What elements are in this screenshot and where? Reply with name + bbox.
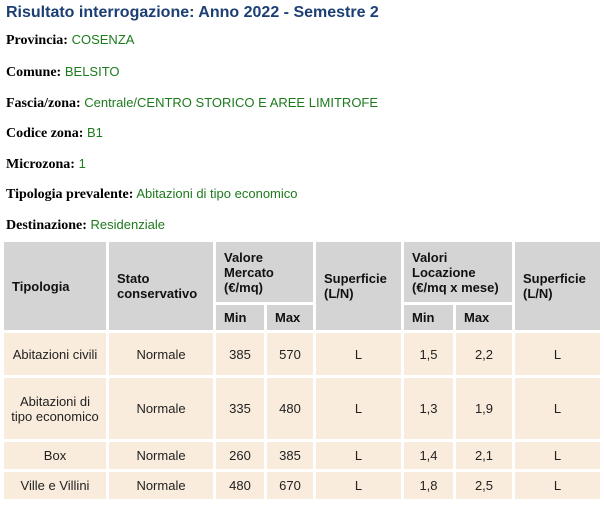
table-cell: Abitazioni di tipo economico [4,378,106,439]
header-cell: Valori Locazione (€/mq x mese) [404,242,512,302]
field: Codice zona: B1 [6,125,103,142]
table-row: Abitazioni civili Normale 385 570 L 1,5 2,2 L [4,333,600,375]
table-row: Ville e Villini Normale 480 670 L 1,8 2,5 L [4,472,600,499]
table-cell: L [316,472,401,499]
field-label: Codice zona: [6,126,84,141]
field: Tipologia prevalente: Abitazioni di tipo… [6,186,298,203]
table-cell: 2,5 [456,472,512,499]
subheader-cell: Max [456,305,512,330]
table-cell: L [515,333,600,375]
field: Fascia/zona: Centrale/CENTRO STORICO E A… [6,95,378,112]
field-label: Comune: [6,65,62,80]
table-cell: 385 [267,442,313,469]
field-value: 1 [78,156,86,171]
subheader-cell: Min [216,305,264,330]
table-cell: Normale [109,333,213,375]
header-cell: Superficie (L/N) [316,242,401,330]
field-value: Residenziale [90,217,165,232]
table-cell: 1,5 [404,333,453,375]
table-cell: 480 [216,472,264,499]
field-value: B1 [87,125,103,140]
results-table: Tipologia Stato conservativo Valore Merc… [1,239,603,502]
table-cell: 2,1 [456,442,512,469]
table-cell: 260 [216,442,264,469]
table-cell: 670 [267,472,313,499]
table-cell: Box [4,442,106,469]
table-cell: L [515,442,600,469]
table-cell: L [316,442,401,469]
field: Destinazione: Residenziale [6,217,165,234]
field-label: Provincia: [6,33,68,48]
table-cell: Abitazioni civili [4,333,106,375]
table-cell: 2,2 [456,333,512,375]
table-cell: L [316,333,401,375]
table-cell: Normale [109,378,213,439]
table-cell: L [515,472,600,499]
field-label: Tipologia prevalente: [6,187,134,202]
header-cell: Stato conservativo [109,242,213,330]
header-cell: Valore Mercato (€/mq) [216,242,313,302]
table-row: Box Normale 260 385 L 1,4 2,1 L [4,442,600,469]
table-cell: 480 [267,378,313,439]
table-cell: Normale [109,442,213,469]
field: Comune: BELSITO [6,64,120,81]
field-label: Fascia/zona: [6,96,81,111]
field: Provincia: COSENZA [6,32,134,49]
table-cell: Normale [109,472,213,499]
table-cell: 335 [216,378,264,439]
table-row: Abitazioni di tipo economico Normale 335 48… [4,378,600,439]
subheader-cell: Min [404,305,453,330]
field-value: COSENZA [71,32,135,47]
field-value: Abitazioni di tipo economico [136,186,298,201]
table-cell: 385 [216,333,264,375]
table-body: Abitazioni civili Normale 385 570 L 1,5 2,2 L Ab… [4,333,600,499]
table-cell: 1,9 [456,378,512,439]
header-cell: Tipologia [4,242,106,330]
table-cell: 1,4 [404,442,453,469]
field-value: Centrale/CENTRO STORICO E AREE LIMITROFE [84,95,379,110]
field-label: Destinazione: [6,218,87,233]
field-value: BELSITO [64,64,120,79]
header-cell: Superficie (L/N) [515,242,600,330]
subheader-cell: Max [267,305,313,330]
table-cell: 570 [267,333,313,375]
table-cell: 1,3 [404,378,453,439]
table-cell: L [316,378,401,439]
field-label: Microzona: [6,157,75,172]
table-cell: 1,8 [404,472,453,499]
field: Microzona: 1 [6,156,86,173]
table-cell: Ville e Villini [4,472,106,499]
page-title: Risultato interrogazione: Anno 2022 - Se… [6,4,379,21]
table-cell: L [515,378,600,439]
